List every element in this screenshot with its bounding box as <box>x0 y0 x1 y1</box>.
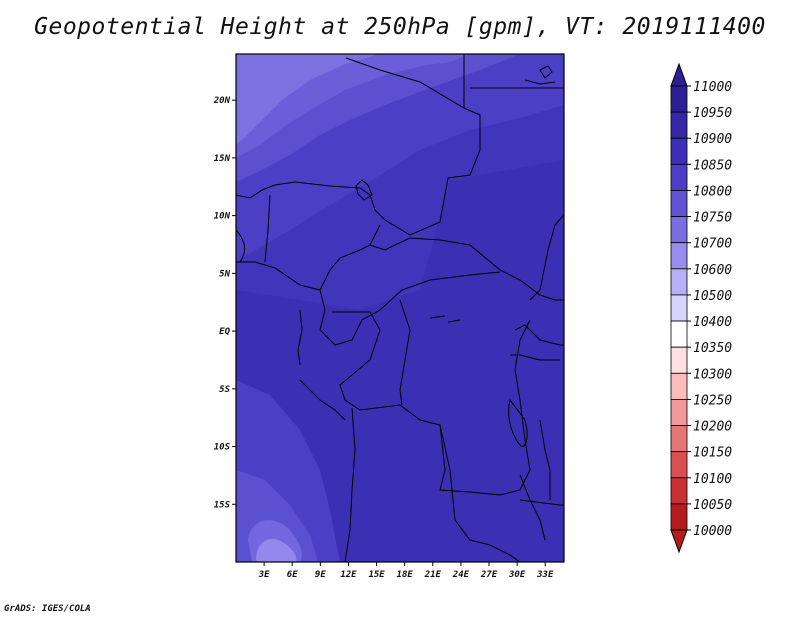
lon-tick-label: 9E <box>315 570 326 580</box>
lon-tick-label: 30E <box>508 570 526 580</box>
colorbar-swatch <box>670 216 688 244</box>
lat-tick-label: 20N <box>213 96 231 106</box>
grads-credit: GrADS: IGES/COLA <box>4 604 91 614</box>
contour-field <box>236 54 564 562</box>
lat-tick-label: 10N <box>214 212 231 222</box>
colorbar-swatch <box>670 163 688 191</box>
colorbar-swatch <box>670 477 688 505</box>
colorbar-level-label: 10600 <box>693 263 732 278</box>
contour-10750-north <box>380 54 470 66</box>
lon-tick-label: 33E <box>536 570 554 580</box>
contour-10700 <box>236 54 380 144</box>
colorbar-level-label: 10000 <box>693 524 732 539</box>
latitude-axis: 20N 15N 10N 5N EQ 5S 10S 15S <box>213 96 236 510</box>
colorbar-level-label: 10150 <box>693 446 732 461</box>
lon-tick-label: 27E <box>480 570 498 580</box>
lon-tick-label: 21E <box>424 570 442 580</box>
contour-10700-sw <box>256 538 297 562</box>
colorbar-swatch <box>670 137 688 165</box>
colorbar-level-label: 10950 <box>693 106 732 121</box>
colorbar-swatch <box>670 346 688 374</box>
lat-tick-label: 5S <box>219 385 230 395</box>
lon-tick-label: 3E <box>258 570 270 580</box>
colorbar-level-label: 10800 <box>693 184 732 199</box>
colorbar-level-label: 10900 <box>693 132 732 147</box>
colorbar-swatch <box>670 268 688 296</box>
lon-tick-label: 12E <box>340 570 357 580</box>
colorbar-level-label: 10500 <box>693 289 732 304</box>
colorbar-swatch <box>670 320 688 348</box>
lat-tick-label: EQ <box>219 327 230 337</box>
colorbar-swatch <box>670 372 688 400</box>
colorbar-swatch <box>670 399 688 426</box>
colorbar-swatch <box>670 85 688 113</box>
lon-tick-label: 6E <box>287 570 298 580</box>
contour-10950-east <box>236 160 564 562</box>
lat-tick-label: 10S <box>214 443 231 453</box>
colorbar-level-label: 10050 <box>693 498 732 513</box>
colorbar-swatch <box>670 190 688 217</box>
lat-tick-label: 15N <box>214 154 231 164</box>
colorbar-top-arrow <box>670 62 688 87</box>
colorbar-level-label: 10700 <box>693 237 732 252</box>
colorbar-swatch <box>670 425 688 453</box>
colorbar-swatch <box>670 451 688 479</box>
colorbar: 11000 10950 10900 10850 10800 10750 10700 10600… <box>670 62 732 554</box>
colorbar-swatch <box>670 242 688 270</box>
colorbar-bottom-arrow <box>670 529 688 554</box>
colorbar-level-label: 10300 <box>693 367 732 382</box>
plot-frame <box>235 53 565 563</box>
colorbar-level-label: 10100 <box>693 472 732 487</box>
lat-tick-label: 15S <box>214 500 231 510</box>
colorbar-level-label: 10400 <box>693 315 732 330</box>
colorbar-swatch <box>670 503 688 531</box>
colorbar-swatch <box>670 294 688 322</box>
longitude-axis: 3E 6E 9E 12E 15E 18E 21E 24E 27E 30E 33E <box>258 562 554 580</box>
lon-tick-label: 18E <box>397 570 414 580</box>
colorbar-level-label: 11000 <box>693 80 732 95</box>
colorbar-swatch <box>670 111 688 139</box>
lat-tick-label: 5N <box>219 269 230 279</box>
colorbar-level-label: 10350 <box>693 341 732 356</box>
map-title: Geopotential Height at 250hPa [gpm], VT:… <box>34 14 766 40</box>
colorbar-level-label: 10250 <box>693 393 732 408</box>
lon-tick-label: 15E <box>368 570 385 580</box>
colorbar-level-label: 10200 <box>693 420 732 435</box>
country-borders <box>236 54 564 562</box>
lon-tick-label: 24E <box>452 570 470 580</box>
colorbar-level-label: 10750 <box>693 211 732 226</box>
colorbar-level-label: 10850 <box>693 158 732 173</box>
